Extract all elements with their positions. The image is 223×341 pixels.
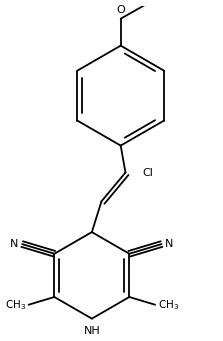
Text: CH$_3$: CH$_3$ xyxy=(4,298,26,312)
Text: Cl: Cl xyxy=(143,167,154,178)
Text: CH$_3$: CH$_3$ xyxy=(158,298,179,312)
Text: NH: NH xyxy=(83,326,100,336)
Text: N: N xyxy=(165,239,174,249)
Text: O: O xyxy=(116,5,125,15)
Text: N: N xyxy=(10,239,18,249)
